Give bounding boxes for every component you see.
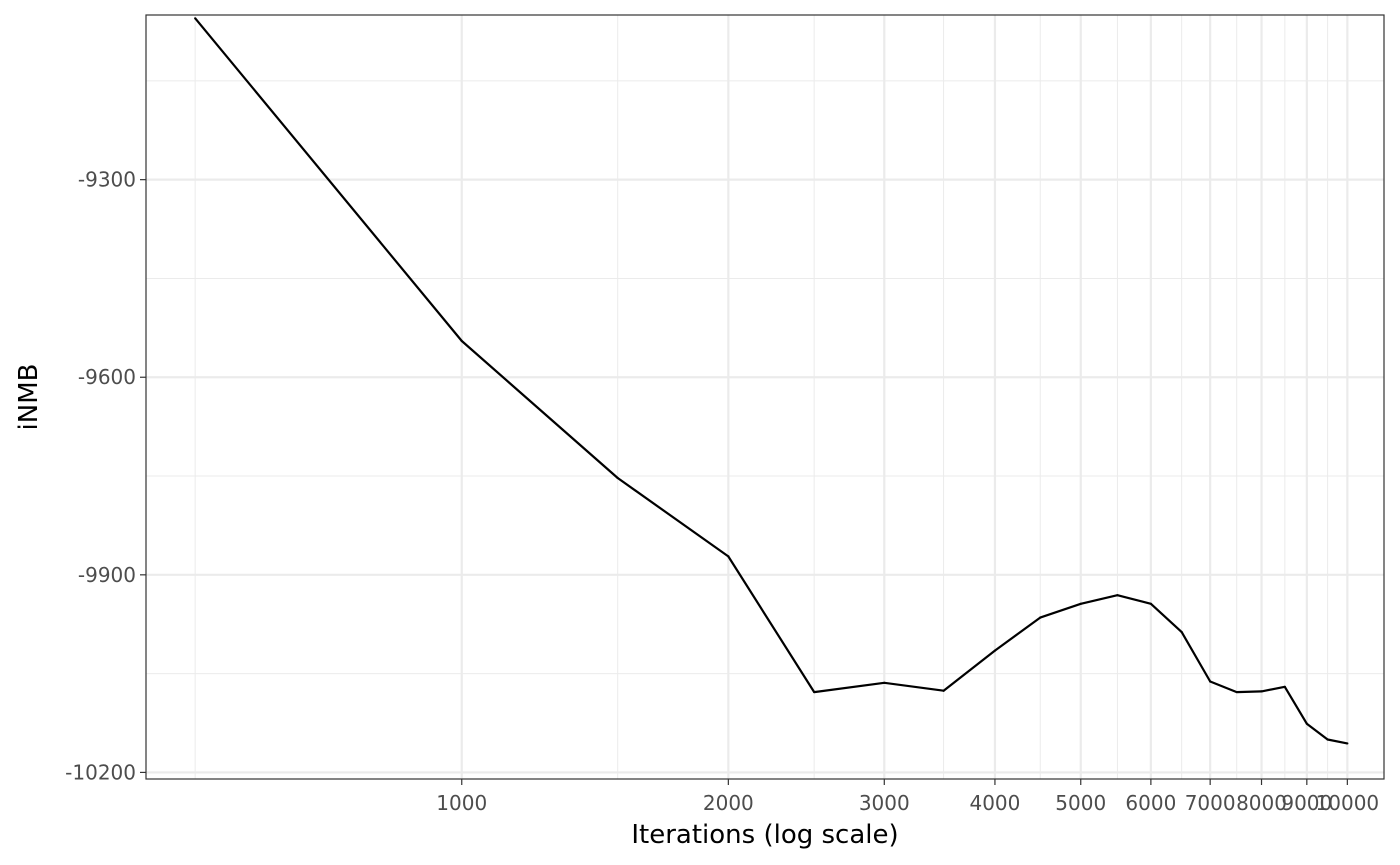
major-gridlines — [146, 15, 1384, 779]
x-tick-label: 6000 — [1125, 791, 1176, 815]
x-tick-label: 2000 — [703, 791, 754, 815]
series-layer — [194, 17, 1349, 745]
series-line — [194, 17, 1348, 745]
x-tick-label: 10000 — [1316, 791, 1380, 815]
data-point — [1209, 680, 1212, 683]
x-tick-label: 8000 — [1236, 791, 1287, 815]
y-tick-label: -10200 — [65, 760, 136, 784]
minor-gridlines — [146, 15, 1384, 779]
data-point — [1079, 602, 1082, 605]
x-axis-title: Iterations (log scale) — [631, 820, 898, 850]
x-tick-label: 7000 — [1185, 791, 1236, 815]
data-point — [813, 690, 816, 694]
data-point — [993, 649, 997, 652]
data-point — [1326, 738, 1329, 741]
data-point — [460, 339, 463, 343]
data-point — [1116, 594, 1119, 597]
data-point — [1180, 631, 1183, 634]
y-axis-title: iNMB — [14, 364, 44, 431]
y-axis-ticks: -9300 -9600 -9900 -10200 — [65, 168, 146, 784]
data-point — [194, 17, 197, 20]
data-point — [1283, 685, 1286, 688]
data-point — [727, 555, 730, 558]
y-tick-label: -9900 — [78, 563, 136, 587]
data-point — [616, 476, 619, 480]
x-axis-ticks: 1000 2000 3000 4000 5000 6000 7000 800090001000… — [436, 779, 1379, 815]
data-point — [1235, 690, 1238, 694]
x-tick-label: 1000 — [436, 791, 487, 815]
data-point — [1260, 690, 1263, 693]
data-point — [1149, 602, 1152, 605]
plot-border — [145, 14, 1385, 780]
data-point — [942, 689, 945, 692]
x-tick-label: 3000 — [859, 791, 910, 815]
plot-panel — [146, 15, 1384, 779]
y-tick-label: -9600 — [78, 365, 136, 389]
data-point — [1346, 742, 1349, 745]
x-tick-label: 5000 — [1055, 791, 1106, 815]
data-point — [883, 681, 886, 684]
x-tick-label: 4000 — [969, 791, 1020, 815]
data-point — [1305, 722, 1308, 725]
y-tick-label: -9300 — [78, 168, 136, 192]
x-tick-label: 9000 — [1281, 791, 1332, 815]
data-point — [1039, 616, 1042, 619]
